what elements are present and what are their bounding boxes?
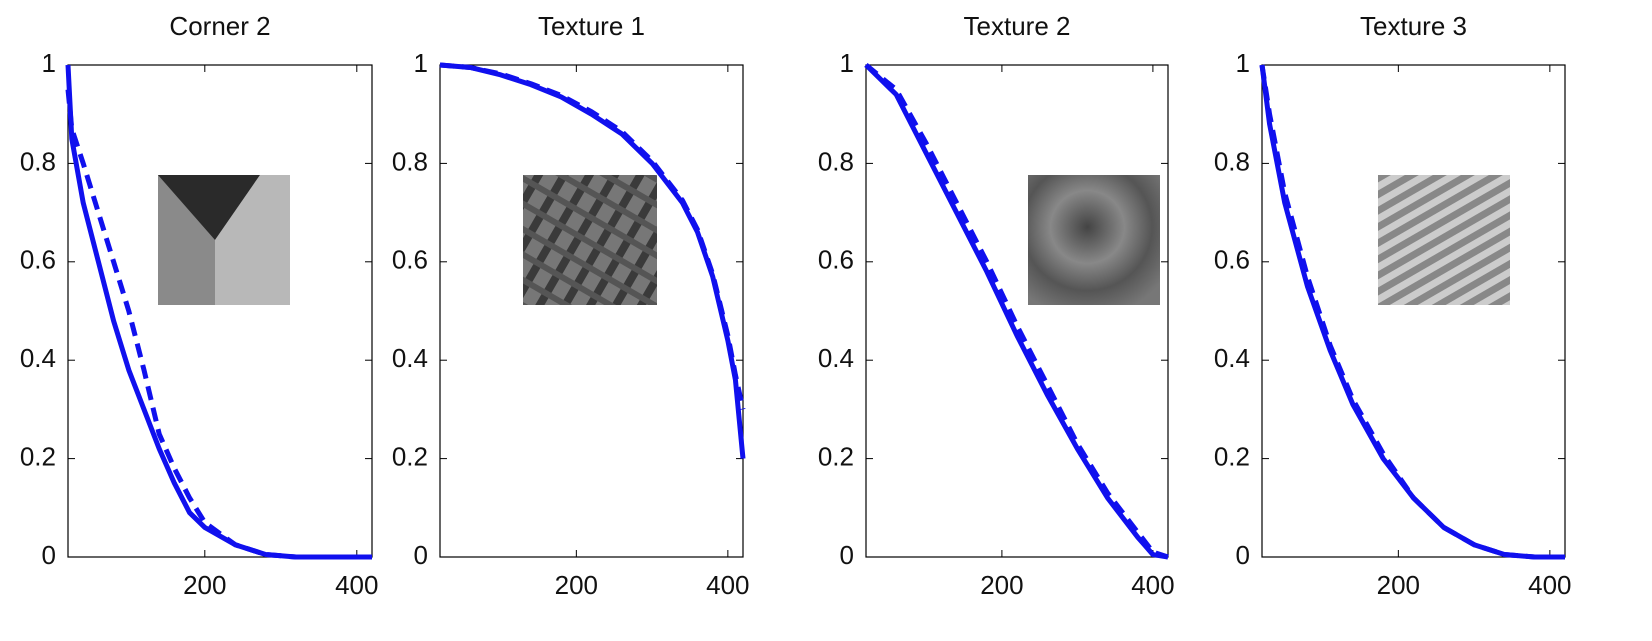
plot-frame xyxy=(439,64,744,558)
dashed-line xyxy=(1259,64,1565,560)
x-tick-label: 200 xyxy=(980,570,1023,600)
y-tick-label: 0.8 xyxy=(1214,146,1250,176)
inset-image xyxy=(523,175,657,305)
y-tick-label: 0.2 xyxy=(392,441,428,471)
y-tick-label: 0.2 xyxy=(1214,441,1250,471)
chart-title: Texture 3 xyxy=(1360,11,1467,41)
y-tick-label: 0.6 xyxy=(392,245,428,275)
y-tick-label: 0.8 xyxy=(20,146,56,176)
x-tick-label: 200 xyxy=(1377,570,1420,600)
y-tick-label: 0.6 xyxy=(818,245,854,275)
y-tick-label: 0.2 xyxy=(20,441,56,471)
dashed-line xyxy=(439,62,746,410)
dashed-line xyxy=(864,63,1169,560)
inset-image xyxy=(1028,175,1160,305)
chart-title: Texture 1 xyxy=(538,11,645,41)
chart-title: Corner 2 xyxy=(169,11,270,41)
inset-image xyxy=(1378,175,1510,305)
y-tick-label: 0.6 xyxy=(20,245,56,275)
y-tick-label: 0.2 xyxy=(818,441,854,471)
x-tick-label: 400 xyxy=(706,570,749,600)
x-tick-label: 400 xyxy=(1131,570,1174,600)
y-tick-label: 0.8 xyxy=(818,146,854,176)
y-tick-label: 0.4 xyxy=(818,343,854,373)
y-tick-label: 0 xyxy=(414,540,428,570)
plot-frame xyxy=(865,64,1169,558)
plot-frame xyxy=(1261,64,1566,558)
x-tick-label: 200 xyxy=(183,570,226,600)
y-tick-label: 0.4 xyxy=(1214,343,1250,373)
y-tick-label: 0 xyxy=(42,540,56,570)
y-tick-label: 1 xyxy=(42,48,56,78)
solid-line xyxy=(864,63,1169,560)
y-tick-label: 0 xyxy=(1236,540,1250,570)
y-tick-label: 1 xyxy=(840,48,854,78)
y-tick-label: 0 xyxy=(840,540,854,570)
x-tick-label: 200 xyxy=(555,570,598,600)
y-tick-label: 0.4 xyxy=(392,343,428,373)
y-tick-label: 1 xyxy=(414,48,428,78)
plot-frame xyxy=(67,64,373,558)
solid-line xyxy=(1259,64,1565,560)
chart-title: Texture 2 xyxy=(964,11,1071,41)
x-tick-label: 400 xyxy=(1528,570,1571,600)
x-tick-label: 400 xyxy=(335,570,378,600)
y-tick-label: 0.4 xyxy=(20,343,56,373)
y-tick-label: 0.8 xyxy=(392,146,428,176)
y-tick-label: 1 xyxy=(1236,48,1250,78)
dashed-line xyxy=(65,89,372,560)
y-tick-label: 0.6 xyxy=(1214,245,1250,275)
solid-line xyxy=(65,64,372,560)
inset-image xyxy=(158,175,290,305)
